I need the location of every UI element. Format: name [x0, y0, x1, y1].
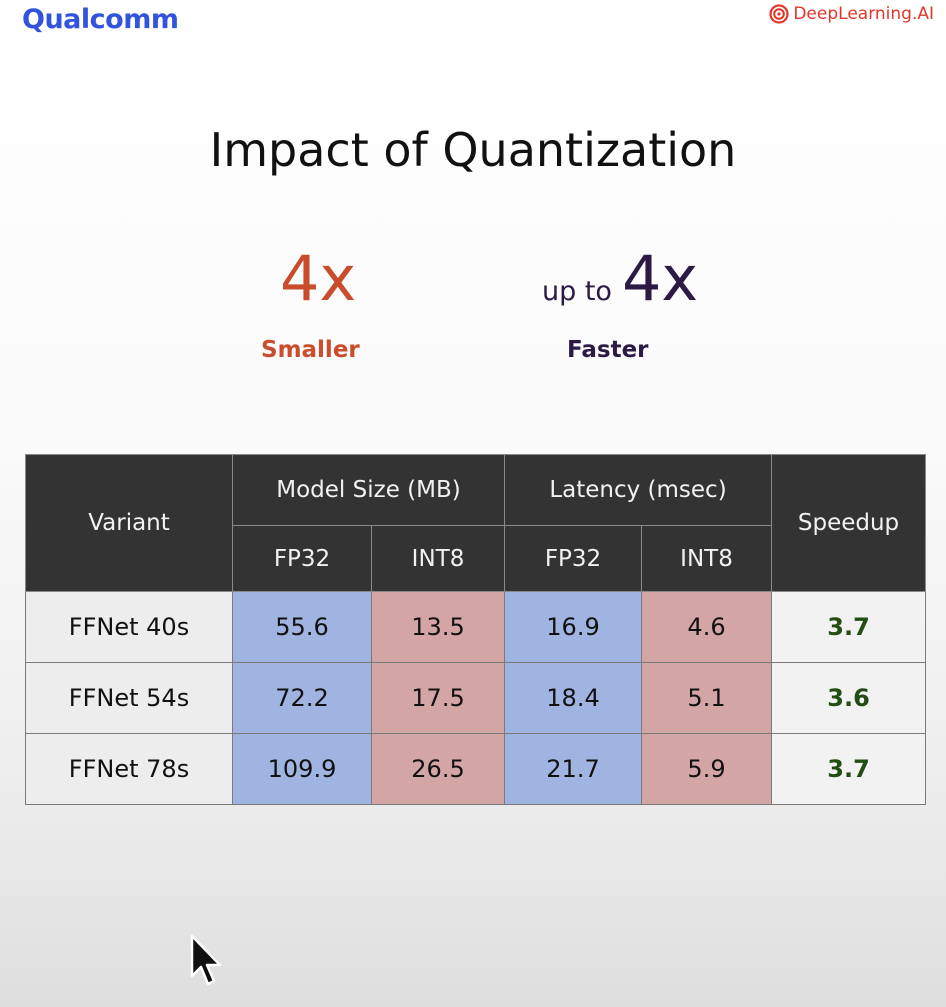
variant-cell: FFNet 78s — [25, 733, 233, 805]
latency-int8-cell: 5.1 — [640, 662, 773, 734]
table-row: FFNet 78s 109.9 26.5 21.7 5.9 3.7 — [25, 733, 927, 805]
deeplearning-logo-icon — [769, 4, 789, 24]
header-latency-int8: INT8 — [640, 525, 773, 592]
size-fp32-cell: 109.9 — [232, 733, 372, 805]
latency-fp32-cell: 16.9 — [504, 591, 642, 663]
table-row: FFNet 40s 55.6 13.5 16.9 4.6 3.7 — [25, 591, 927, 663]
latency-fp32-cell: 18.4 — [504, 662, 642, 734]
header-size-int8: INT8 — [371, 525, 505, 592]
speedup-cell: 3.6 — [771, 662, 927, 734]
slide-title: Impact of Quantization — [209, 122, 737, 177]
smaller-stat-value: 4x — [280, 242, 357, 315]
latency-int8-cell: 4.6 — [640, 591, 773, 663]
latency-fp32-cell: 21.7 — [504, 733, 642, 805]
speedup-cell: 3.7 — [771, 591, 927, 663]
size-fp32-cell: 55.6 — [232, 591, 372, 663]
faster-stat-value: 4x — [621, 242, 699, 315]
speedup-cell: 3.7 — [771, 733, 927, 805]
header-speedup: Speedup — [771, 454, 927, 592]
latency-int8-cell: 5.9 — [640, 733, 773, 805]
header-model-size: Model Size (MB) — [232, 454, 505, 526]
size-fp32-cell: 72.2 — [232, 662, 372, 734]
header-latency: Latency (msec) — [503, 454, 773, 526]
table-row: FFNet 54s 72.2 17.5 18.4 5.1 3.6 — [25, 662, 927, 734]
quantization-table: Variant Model Size (MB) Latency (msec) S… — [25, 454, 927, 805]
faster-stat-label: Faster — [567, 337, 649, 363]
size-int8-cell: 13.5 — [371, 591, 505, 663]
size-int8-cell: 17.5 — [371, 662, 505, 734]
deeplearning-logo: DeepLearning.AI — [769, 4, 934, 24]
mouse-pointer-icon — [190, 934, 222, 986]
smaller-stat-label: Smaller — [261, 337, 360, 363]
header-variant: Variant — [25, 454, 233, 592]
deeplearning-logo-text: DeepLearning.AI — [793, 4, 934, 24]
size-int8-cell: 26.5 — [371, 733, 505, 805]
variant-cell: FFNet 40s — [25, 591, 233, 663]
variant-cell: FFNet 54s — [25, 662, 233, 734]
faster-stat: up to 4x — [542, 248, 698, 310]
qualcomm-logo: Qualcomm — [22, 4, 179, 35]
header-latency-fp32: FP32 — [504, 525, 642, 592]
faster-stat-prefix: up to — [542, 276, 612, 307]
header-size-fp32: FP32 — [232, 525, 372, 592]
